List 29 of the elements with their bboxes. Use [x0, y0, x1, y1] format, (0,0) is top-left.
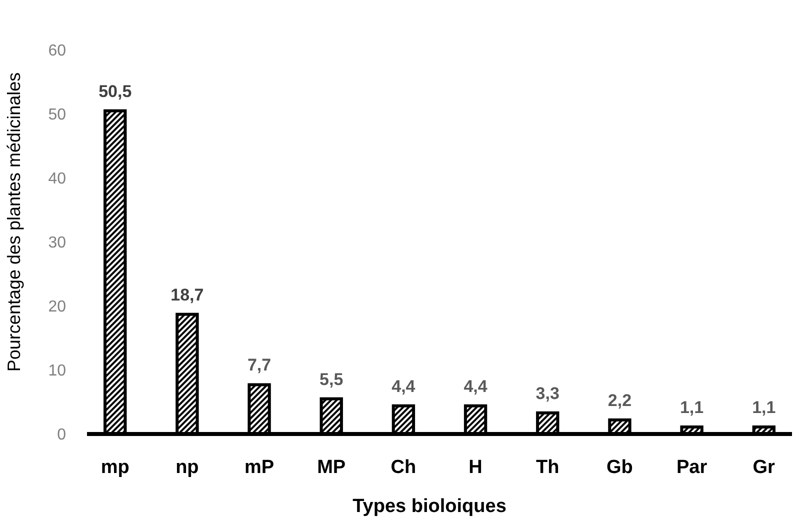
- data-label: 3,3: [536, 384, 560, 403]
- x-tick-label: np: [176, 457, 199, 478]
- y-tick-label: 30: [48, 234, 66, 252]
- data-label: 1,1: [680, 398, 704, 417]
- data-label: 4,4: [464, 376, 488, 396]
- x-tick-label: mp: [100, 457, 130, 478]
- y-axis-title: Pourcentage des plantes médicinales: [4, 72, 24, 372]
- x-tick-label: Ch: [390, 457, 416, 478]
- data-label: 1,1: [752, 398, 776, 417]
- x-tick-label: MP: [317, 457, 346, 478]
- y-tick-label: 50: [48, 106, 66, 124]
- x-tick-label: Gr: [752, 457, 776, 478]
- x-axis-title: Types bioloiques: [352, 496, 506, 517]
- data-label: 18,7: [170, 285, 204, 304]
- data-label: 50,5: [98, 82, 132, 101]
- y-tick-label: 0: [57, 426, 66, 444]
- y-tick-label: 10: [48, 362, 66, 380]
- x-tick-label: Gb: [606, 457, 633, 478]
- y-tick-label: 60: [48, 42, 66, 60]
- data-label: 2,2: [608, 390, 632, 410]
- y-tick-label: 40: [48, 170, 66, 188]
- x-tick-label: Par: [676, 457, 708, 478]
- y-tick-label: 20: [48, 298, 66, 316]
- x-tick-label: H: [468, 457, 482, 478]
- data-label: 5,5: [320, 370, 344, 389]
- x-tick-label: mP: [244, 457, 274, 478]
- x-tick-label: Th: [536, 457, 560, 478]
- data-label: 4,4: [392, 376, 416, 396]
- data-label: 7,7: [247, 356, 272, 375]
